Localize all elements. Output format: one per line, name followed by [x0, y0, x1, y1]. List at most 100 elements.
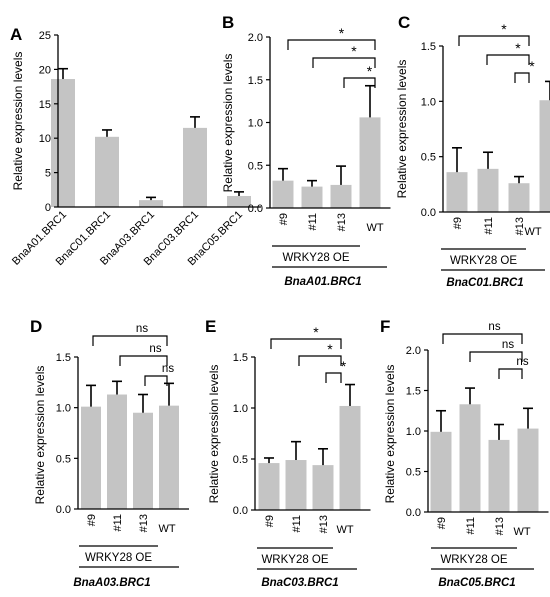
significance-bracket	[144, 375, 168, 386]
x-tick-label: #9	[436, 517, 448, 529]
bar	[517, 428, 539, 512]
bar	[139, 200, 163, 207]
bar	[107, 394, 127, 509]
group-label: WRKY28 OE	[261, 554, 328, 566]
x-tick-label: WT	[336, 524, 353, 536]
bar	[285, 460, 307, 510]
bar	[159, 405, 179, 509]
x-tick-label: #13	[514, 217, 526, 235]
y-tick-label: 1.5	[406, 386, 421, 398]
bar	[51, 79, 75, 207]
gene-label: BnaA01.BRC1	[284, 276, 361, 288]
bar	[477, 168, 499, 212]
y-tick-label: 5	[45, 168, 51, 180]
significance-bracket	[442, 333, 523, 344]
bar	[339, 405, 361, 510]
bar	[258, 463, 280, 510]
y-tick-label: 0.0	[421, 207, 436, 219]
gene-label: BnaA03.BRC1	[73, 577, 150, 589]
bar	[446, 172, 468, 212]
x-tick-label: #13	[138, 514, 150, 532]
group-label: WRKY28 OE	[282, 252, 349, 264]
y-tick-label: 1.0	[233, 403, 248, 415]
significance-label: ns	[502, 339, 514, 351]
x-tick-label: #11	[112, 514, 124, 532]
significance-label: *	[313, 324, 319, 340]
y-axis-label: Relative expression levels	[395, 60, 409, 199]
y-tick-label: 1.0	[248, 118, 263, 130]
x-tick-label: #9	[264, 515, 276, 527]
significance-label: *	[367, 63, 373, 79]
significance-bracket	[287, 39, 376, 50]
bar	[430, 431, 452, 512]
significance-label: ns	[162, 363, 174, 375]
significance-bracket	[270, 338, 342, 349]
significance-bracket	[498, 368, 523, 379]
y-tick-label: 0.0	[56, 504, 71, 516]
significance-label: ns	[136, 323, 148, 335]
panel-f: F Relative expression levels 0.0 0.5 1.0 1.5 2…	[380, 317, 549, 589]
x-tick-label: #9	[86, 514, 98, 526]
significance-bracket	[458, 35, 530, 46]
y-tick-label: 2.0	[406, 345, 421, 357]
y-axis-label: Relative expression levels	[207, 365, 221, 504]
x-tick-label: #11	[291, 515, 303, 533]
bar	[508, 183, 530, 212]
x-tick-label: WT	[513, 526, 530, 538]
x-tick-label: WT	[158, 523, 175, 535]
bar	[312, 465, 334, 510]
x-tick-label: WT	[366, 222, 383, 234]
group-label: WRKY28 OE	[85, 552, 152, 564]
bar	[133, 412, 153, 509]
y-tick-label: 1.0	[56, 403, 71, 415]
significance-label: ns	[149, 343, 161, 355]
bar	[330, 184, 352, 208]
y-tick-label: 1.0	[406, 426, 421, 438]
significance-label: *	[341, 358, 347, 374]
x-tick-label: #11	[465, 517, 477, 535]
significance-label: *	[515, 40, 521, 56]
bar	[359, 117, 381, 208]
significance-label: *	[327, 341, 333, 357]
y-tick-label: 20	[39, 64, 51, 76]
bar	[272, 180, 294, 208]
y-tick-label: 1.5	[421, 41, 436, 53]
group-label: WRKY28 OE	[450, 255, 517, 267]
y-tick-label: 0.5	[421, 152, 436, 164]
panel-letter: C	[398, 13, 410, 32]
gene-label: BnaC05.BRC1	[438, 577, 515, 589]
significance-label: *	[501, 21, 507, 37]
y-tick-label: 15	[39, 99, 51, 111]
significance-bracket	[325, 372, 342, 383]
bar	[488, 439, 510, 512]
y-tick-label: 0.5	[233, 454, 248, 466]
y-tick-label: 0.5	[248, 160, 263, 172]
bar	[183, 127, 207, 207]
x-tick-label: #13	[494, 517, 506, 535]
y-axis-label: Relative expression levels	[33, 366, 47, 505]
significance-label: ns	[516, 356, 528, 368]
panel-letter: E	[205, 317, 216, 336]
significance-bracket	[343, 77, 376, 88]
y-tick-label: 0.0	[248, 203, 263, 215]
significance-bracket	[514, 72, 530, 83]
y-tick-label: 1.5	[56, 352, 71, 364]
panel-c: C Relative expression levels 0.0 0.5 1.0 1.5 #…	[395, 13, 550, 289]
bar	[81, 406, 101, 509]
x-tick-label: WT	[524, 226, 541, 238]
bar	[227, 195, 251, 207]
y-tick-label: 0.0	[406, 507, 421, 519]
x-tick-label: #9	[278, 213, 290, 225]
bar	[95, 136, 119, 207]
y-tick-label: 10	[39, 133, 51, 145]
significance-label: *	[351, 43, 357, 59]
panel-e: E Relative expression levels 0.0 0.5 1.0 1.5 #…	[205, 317, 371, 589]
bar	[301, 186, 323, 208]
significance-bracket	[312, 57, 376, 68]
gene-label: BnaC03.BRC1	[261, 577, 338, 589]
y-tick-label: 2.0	[248, 32, 263, 44]
y-axis-label: Relative expression levels	[11, 52, 25, 191]
x-tick-label: #13	[318, 515, 330, 533]
y-axis-label: Relative expression levels	[221, 54, 235, 193]
